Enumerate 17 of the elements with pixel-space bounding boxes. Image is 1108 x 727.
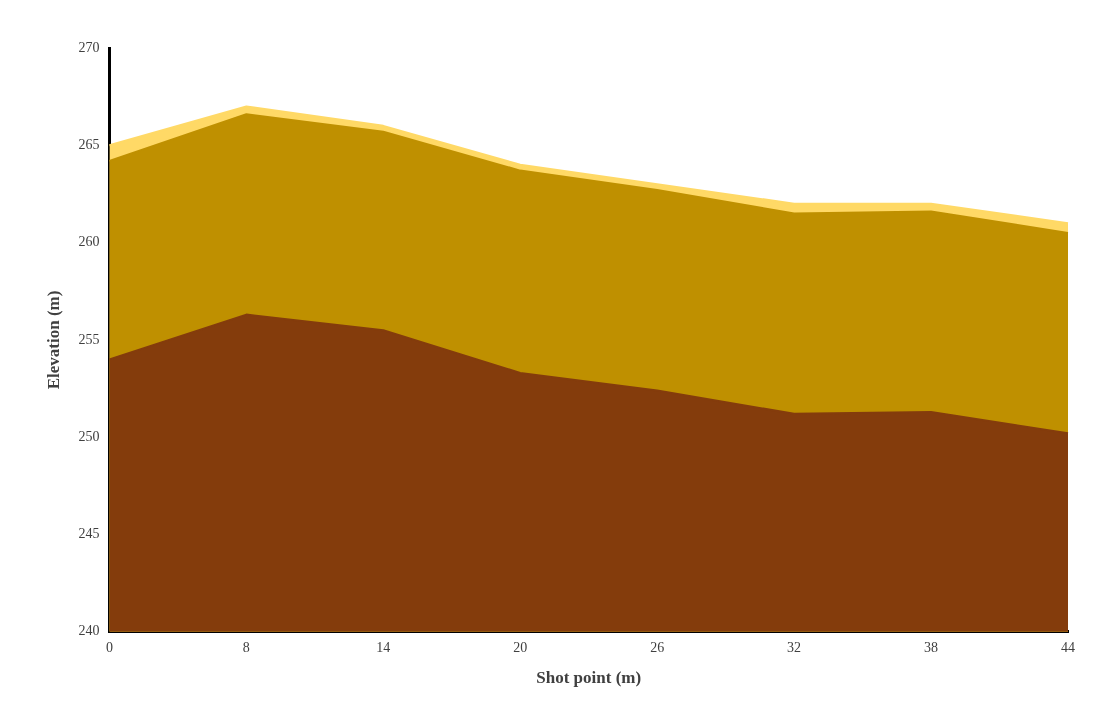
x-tick-label: 38 [924,639,939,655]
x-tick-label: 14 [376,639,391,655]
x-tick-label: 26 [650,639,665,655]
y-tick-label: 250 [78,428,100,444]
y-tick-label: 270 [78,39,100,55]
x-tick-label: 20 [513,639,528,655]
x-tick-label: 44 [1061,639,1075,655]
x-tick-label: 32 [787,639,802,655]
y-axis-title: Elevation (m) [43,290,63,390]
y-tick-label: 255 [78,331,100,347]
x-tick-label: 0 [105,639,113,655]
y-tick-label: 240 [78,623,100,639]
y-tick-label: 245 [78,526,100,542]
x-tick-label: 8 [242,639,250,655]
y-tick-label: 265 [78,136,100,152]
y-tick-label: 260 [78,234,100,250]
x-axis-title: Shot point (m) [536,668,642,688]
